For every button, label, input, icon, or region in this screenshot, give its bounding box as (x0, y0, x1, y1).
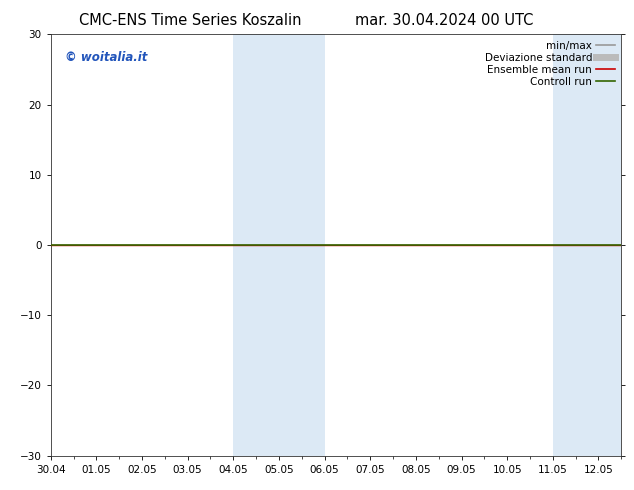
Text: mar. 30.04.2024 00 UTC: mar. 30.04.2024 00 UTC (354, 13, 533, 28)
Legend: min/max, Deviazione standard, Ensemble mean run, Controll run: min/max, Deviazione standard, Ensemble m… (481, 36, 619, 91)
Text: © woitalia.it: © woitalia.it (65, 51, 147, 64)
Bar (553, 34, 621, 456)
Bar (279, 34, 325, 456)
Bar (233, 34, 279, 456)
Text: CMC-ENS Time Series Koszalin: CMC-ENS Time Series Koszalin (79, 13, 301, 28)
